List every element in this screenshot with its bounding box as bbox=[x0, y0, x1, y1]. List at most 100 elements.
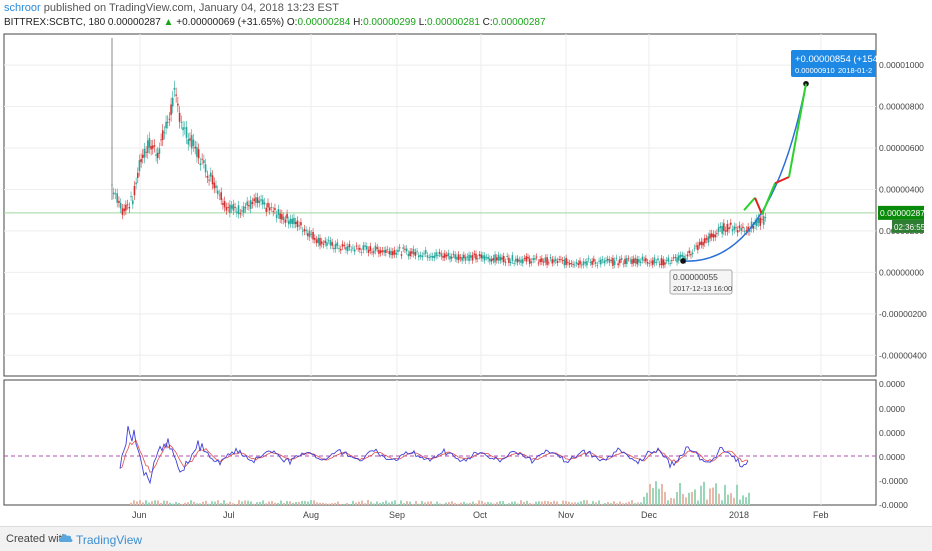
tradingview-brand[interactable]: TradingView bbox=[76, 533, 143, 547]
rsi-line bbox=[119, 425, 749, 485]
volume-bar bbox=[313, 500, 315, 505]
candle-body bbox=[305, 230, 307, 232]
volume-bar bbox=[571, 502, 573, 505]
candle-body bbox=[379, 250, 382, 254]
price-chart[interactable]: Jun Jul Aug Sep Oct Nov Dec 2018 Feb 0.00001000 0.… bbox=[0, 0, 932, 526]
volume-bar bbox=[415, 501, 417, 505]
volume-bar bbox=[202, 501, 204, 505]
candle-body bbox=[237, 205, 240, 215]
candle-body bbox=[256, 197, 259, 203]
volume-bar bbox=[412, 503, 414, 505]
candle-body bbox=[372, 250, 375, 254]
candle-body bbox=[655, 262, 658, 263]
candle-body bbox=[541, 258, 543, 262]
candle-body bbox=[691, 252, 694, 255]
candle-body bbox=[145, 151, 147, 153]
candle-body bbox=[229, 204, 231, 213]
candle-body bbox=[704, 238, 706, 244]
candle-body bbox=[333, 247, 335, 250]
volume-bar bbox=[154, 500, 156, 505]
rsi-tick-label: 0.0000 bbox=[879, 452, 905, 462]
up-triangle-icon: ▲ bbox=[163, 17, 174, 28]
candle-body bbox=[509, 261, 512, 263]
candle-body bbox=[681, 254, 684, 257]
candle-body bbox=[178, 112, 181, 122]
candle-body bbox=[362, 245, 365, 251]
candle-body bbox=[430, 255, 432, 258]
candle-body bbox=[764, 217, 767, 218]
candle-body bbox=[118, 200, 120, 203]
volume-bar bbox=[508, 503, 510, 505]
change-value: +0.00000069 (+31.65%) bbox=[176, 17, 285, 28]
low-value: 0.00000281 bbox=[427, 17, 480, 28]
candle-body bbox=[160, 139, 162, 141]
volume-bar bbox=[547, 501, 549, 505]
candle-body bbox=[646, 262, 649, 264]
volume-bar bbox=[460, 502, 462, 505]
candle-body bbox=[615, 257, 618, 259]
volume-bar bbox=[478, 500, 480, 505]
rsi-tick-label: -0.0000 bbox=[879, 500, 908, 510]
candle-body bbox=[627, 258, 630, 260]
candle-body bbox=[419, 254, 422, 257]
candle-body bbox=[447, 252, 450, 257]
rsi-tick-label: 0.0000 bbox=[879, 404, 905, 414]
candle-body bbox=[300, 222, 302, 226]
target-tooltip-box bbox=[791, 50, 876, 77]
candle-body bbox=[329, 240, 332, 246]
candle-body bbox=[558, 259, 560, 260]
candle-body bbox=[442, 255, 444, 258]
candle-body bbox=[326, 242, 328, 246]
candle-body bbox=[343, 245, 346, 246]
volume-bar bbox=[214, 501, 216, 505]
volume-bar bbox=[139, 500, 141, 505]
candle-body bbox=[404, 248, 406, 250]
volume-bar bbox=[253, 503, 255, 505]
volume-bar bbox=[364, 503, 366, 505]
candle-body bbox=[168, 118, 171, 120]
candle-body bbox=[371, 251, 373, 253]
volume-bar bbox=[217, 500, 219, 505]
candle-body bbox=[369, 246, 372, 251]
candle-body bbox=[456, 256, 458, 260]
candle-body bbox=[392, 251, 394, 256]
candle-body bbox=[366, 246, 368, 250]
author-link[interactable]: schroor bbox=[4, 2, 41, 14]
volume-bar bbox=[703, 481, 705, 505]
candle-body bbox=[350, 249, 352, 251]
candle-body bbox=[463, 254, 465, 259]
candle-body bbox=[561, 260, 564, 261]
candle-body bbox=[632, 258, 635, 264]
candle-body bbox=[407, 253, 410, 257]
candle-body bbox=[156, 152, 159, 159]
candle-body bbox=[522, 259, 524, 264]
candle-body bbox=[679, 254, 682, 258]
candle-body bbox=[112, 192, 115, 195]
candle-body bbox=[192, 139, 195, 146]
volume-bar bbox=[631, 500, 633, 505]
x-tick-label: Feb bbox=[813, 510, 829, 520]
y-tick-label: 0.00000400 bbox=[879, 184, 924, 194]
forecast-segment bbox=[761, 182, 776, 215]
volume-bar bbox=[688, 492, 690, 505]
volume-bar bbox=[403, 503, 405, 505]
candle-body bbox=[700, 241, 703, 245]
candle-body bbox=[314, 238, 316, 240]
candle-body bbox=[525, 256, 528, 262]
volume-bar bbox=[397, 503, 399, 505]
symbol-label[interactable]: BITTREX:SCBTC, 180 bbox=[4, 17, 106, 28]
candle-body bbox=[158, 148, 161, 154]
volume-bar bbox=[262, 500, 264, 505]
volume-bar bbox=[247, 500, 249, 505]
x-tick-label: Nov bbox=[558, 510, 575, 520]
candle-body bbox=[143, 148, 146, 158]
candle-body bbox=[636, 258, 638, 265]
candle-body bbox=[723, 223, 725, 232]
candle-body bbox=[340, 249, 342, 251]
candle-body bbox=[450, 256, 453, 259]
candle-body bbox=[643, 259, 645, 261]
candle-body bbox=[452, 253, 455, 255]
candle-body bbox=[364, 245, 366, 247]
volume-bar bbox=[715, 483, 717, 505]
volume-bar bbox=[325, 503, 327, 505]
